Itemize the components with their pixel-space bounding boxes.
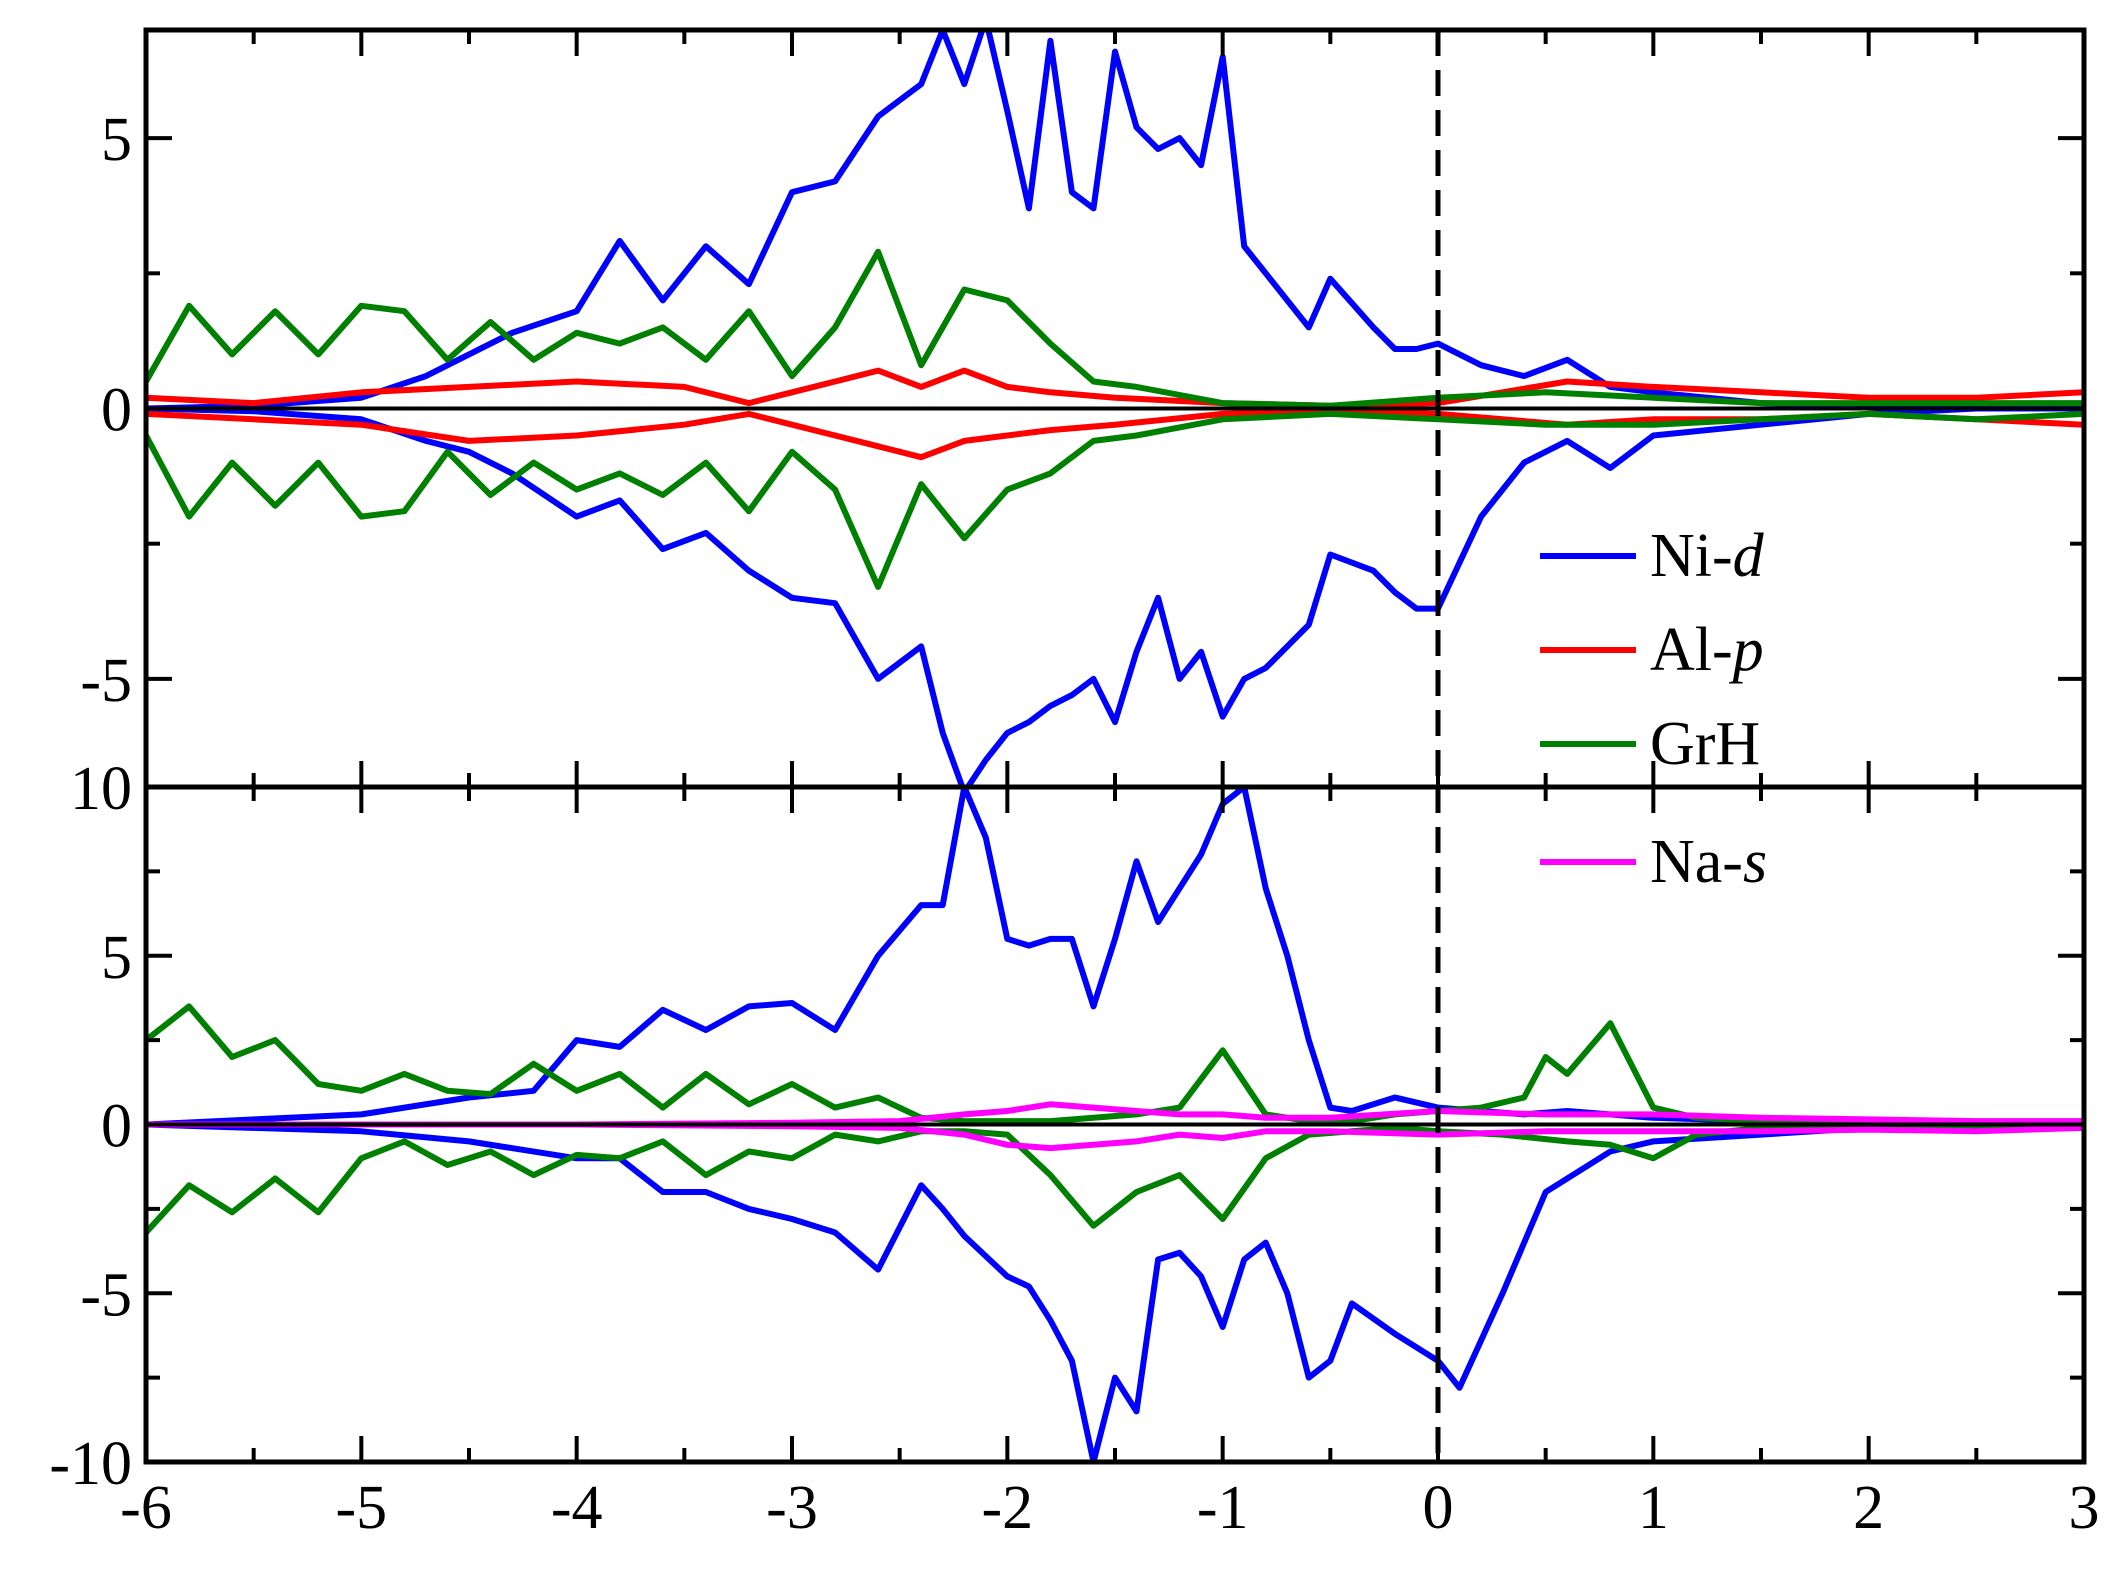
series-grh-line xyxy=(146,1121,2084,1236)
legend-entry-label: Ni-d xyxy=(1650,522,1765,590)
axes-layer xyxy=(143,27,2087,1465)
y-tick-label: -5 xyxy=(80,1261,132,1329)
x-tick-label: 1 xyxy=(1638,1474,1669,1542)
x-tick-label: -2 xyxy=(982,1474,1034,1542)
y-tick-label: -10 xyxy=(49,1430,132,1498)
series-na-s-line xyxy=(146,1101,2084,1128)
series-al-p-line xyxy=(146,408,2084,461)
y-tick-label: -5 xyxy=(80,647,132,715)
legend-entry-label: GrH xyxy=(1650,710,1760,778)
y-tick-label: 0 xyxy=(101,1093,132,1161)
series-grh-line xyxy=(146,410,2084,590)
legend-entry-label: Al-p xyxy=(1650,616,1764,684)
x-tick-label: 3 xyxy=(2069,1474,2100,1542)
series-na-s-line xyxy=(146,1121,2084,1152)
x-tick-label: -5 xyxy=(336,1474,388,1542)
series-ni-d-line xyxy=(146,787,2084,1128)
top-panel-series xyxy=(146,30,2084,787)
x-tick-label: -3 xyxy=(766,1474,818,1542)
x-tick-label: 0 xyxy=(1423,1474,1454,1542)
x-tick-label: 2 xyxy=(1853,1474,1884,1542)
series-ni-d-line xyxy=(146,405,2084,787)
x-tick-label: -4 xyxy=(551,1474,603,1542)
series-grh-line xyxy=(146,248,2084,409)
y-tick-label: 10 xyxy=(70,755,132,823)
y-tick-label: 5 xyxy=(101,106,132,174)
series-al-p-line xyxy=(146,367,2084,409)
legend-entry-label: Na-s xyxy=(1650,828,1767,896)
y-tick-label: 0 xyxy=(101,377,132,445)
y-tick-label: 5 xyxy=(101,924,132,992)
bottom-panel-series xyxy=(146,787,2084,1462)
x-tick-label: -1 xyxy=(1197,1474,1249,1542)
series-grh-line xyxy=(146,1003,2084,1128)
series-ni-d-line xyxy=(146,1121,2084,1462)
legend: Ni-d Al-p GrH Na-s xyxy=(1540,522,1767,896)
series-ni-d-line xyxy=(146,30,2084,412)
x-tick-label: -6 xyxy=(120,1474,172,1542)
